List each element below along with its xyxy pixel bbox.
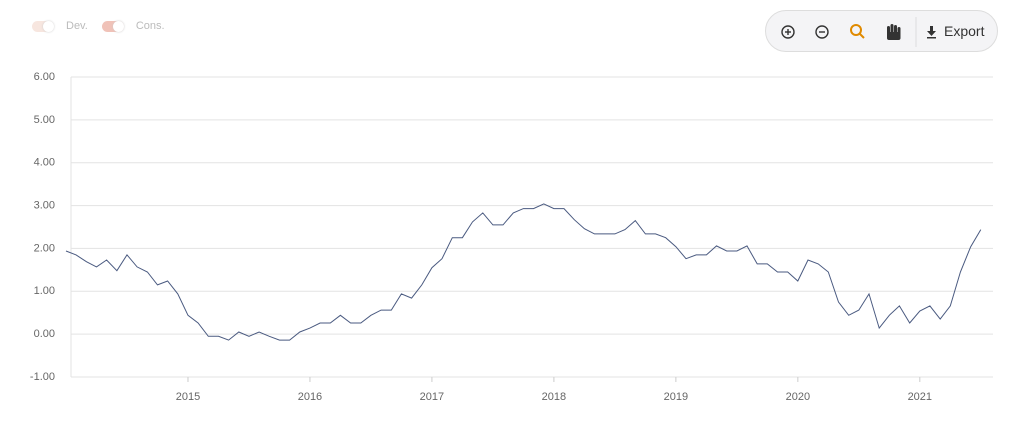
legend-label[interactable]: Cons. [135,20,165,32]
x-tick-label: 2017 [420,391,444,403]
y-tick-label: -1.00 [30,371,55,383]
pan[interactable] [887,24,901,40]
zoom[interactable] [850,24,865,39]
legend: Dev. Cons. [32,20,179,32]
y-tick-label: 3.00 [34,199,55,211]
toolbar: Export [765,10,998,52]
y-tick-label: 1.00 [34,285,55,297]
download-icon[interactable] [927,26,936,39]
zoom-in[interactable] [781,25,795,39]
export-button[interactable]: Export [944,23,985,39]
toggle[interactable] [101,20,124,32]
y-tick-label: 2.00 [34,242,55,254]
y-tick-label: 4.00 [34,157,55,169]
toolbar-icons [781,17,936,47]
legend-label[interactable]: Dev. [66,20,88,32]
data-line [65,203,982,341]
y-tick-label: 6.00 [34,71,55,83]
y-tick-label: 5.00 [34,114,55,126]
x-tick-label: 2018 [542,391,566,403]
toggle[interactable] [32,20,54,32]
x-tick-label: 2020 [786,391,810,403]
zoom-out[interactable] [815,25,829,39]
x-tick-label: 2016 [298,391,322,403]
y-tick-label: 0.00 [34,328,55,340]
x-tick-label: 2021 [908,391,932,403]
x-tick-label: 2015 [176,391,200,403]
x-tick-label: 2019 [664,391,688,403]
